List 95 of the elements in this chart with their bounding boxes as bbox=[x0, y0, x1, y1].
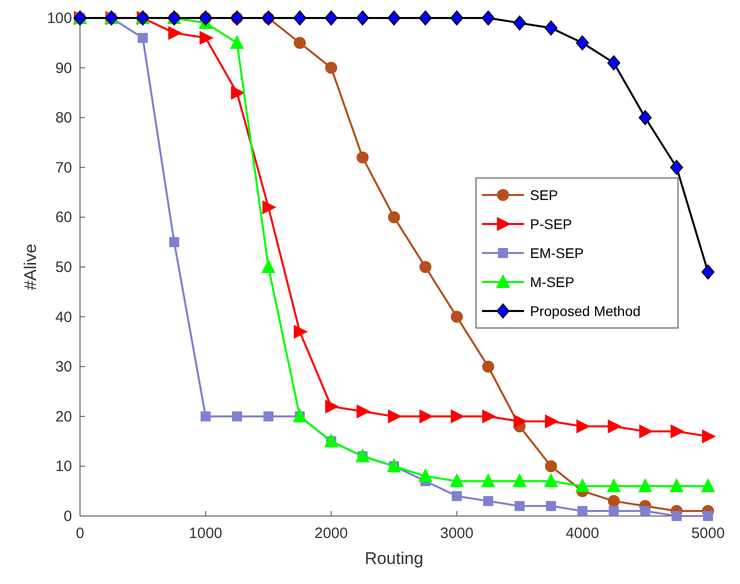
legend-label: P-SEP bbox=[530, 216, 572, 232]
point bbox=[293, 10, 306, 26]
y-tick-label: 90 bbox=[55, 60, 72, 77]
y-tick-label: 50 bbox=[55, 259, 72, 276]
point bbox=[514, 501, 525, 512]
point bbox=[169, 237, 180, 248]
point bbox=[138, 32, 148, 43]
point bbox=[324, 433, 338, 448]
point bbox=[450, 473, 464, 488]
y-axis-title: #Alive bbox=[21, 244, 40, 290]
point bbox=[356, 404, 371, 418]
point bbox=[230, 34, 244, 49]
point bbox=[639, 424, 654, 438]
point bbox=[292, 408, 307, 422]
point bbox=[419, 409, 434, 424]
point bbox=[482, 360, 494, 373]
point bbox=[324, 10, 338, 26]
point bbox=[388, 10, 400, 26]
point bbox=[608, 506, 619, 516]
point bbox=[575, 478, 590, 492]
point bbox=[388, 409, 402, 424]
point bbox=[200, 30, 214, 45]
point bbox=[638, 110, 652, 126]
point bbox=[261, 259, 276, 273]
point bbox=[482, 10, 495, 26]
point bbox=[608, 495, 620, 508]
point bbox=[672, 511, 682, 521]
point bbox=[418, 468, 432, 482]
point bbox=[450, 409, 465, 424]
point bbox=[607, 55, 620, 70]
point bbox=[388, 211, 400, 224]
point bbox=[168, 26, 182, 40]
point bbox=[419, 261, 432, 273]
point bbox=[608, 419, 622, 434]
x-tick-label: 2000 bbox=[314, 525, 348, 542]
point bbox=[450, 310, 463, 323]
x-axis-title: Routing bbox=[364, 549, 424, 568]
y-tick-label: 60 bbox=[55, 209, 72, 226]
y-tick-label: 0 bbox=[64, 508, 72, 525]
point bbox=[546, 501, 556, 512]
point bbox=[638, 478, 652, 492]
point bbox=[576, 419, 590, 434]
point bbox=[481, 473, 496, 488]
legend-label: M-SEP bbox=[530, 274, 574, 290]
point bbox=[545, 460, 557, 472]
point bbox=[545, 414, 559, 428]
point bbox=[701, 478, 715, 492]
point bbox=[670, 160, 684, 175]
point bbox=[418, 10, 432, 26]
point bbox=[513, 15, 526, 30]
point bbox=[670, 478, 684, 492]
point bbox=[356, 448, 370, 462]
x-tick-label: 1000 bbox=[188, 525, 222, 542]
point bbox=[452, 491, 462, 502]
point bbox=[325, 399, 340, 414]
point bbox=[294, 36, 306, 49]
point bbox=[482, 409, 496, 424]
point bbox=[670, 424, 685, 438]
point bbox=[356, 151, 369, 164]
point bbox=[450, 10, 464, 26]
y-tick-label: 10 bbox=[55, 458, 72, 476]
point bbox=[514, 414, 528, 428]
point bbox=[512, 473, 527, 488]
point bbox=[231, 86, 245, 100]
y-tick-label: 30 bbox=[55, 358, 72, 376]
point bbox=[702, 264, 714, 280]
legend-label: Proposed Method bbox=[530, 303, 641, 319]
point bbox=[262, 200, 276, 214]
legend-label: EM-SEP bbox=[530, 245, 584, 261]
x-tick-label: 0 bbox=[76, 525, 84, 542]
point bbox=[702, 429, 716, 444]
point bbox=[294, 324, 308, 339]
y-tick-label: 40 bbox=[55, 308, 72, 326]
point bbox=[606, 478, 621, 492]
point bbox=[544, 20, 558, 36]
point bbox=[325, 62, 338, 74]
point bbox=[703, 511, 713, 521]
x-tick-label: 4000 bbox=[566, 525, 600, 542]
y-tick-label: 100 bbox=[46, 10, 72, 27]
point bbox=[640, 506, 650, 516]
point bbox=[263, 411, 274, 422]
legend-label: SEP bbox=[530, 187, 558, 203]
point bbox=[544, 473, 558, 488]
x-tick-label: 3000 bbox=[440, 525, 474, 542]
y-tick-label: 70 bbox=[55, 159, 72, 176]
point bbox=[483, 496, 494, 506]
point bbox=[576, 35, 589, 50]
y-tick-label: 80 bbox=[55, 110, 72, 127]
x-tick-label: 5000 bbox=[691, 525, 725, 542]
point bbox=[232, 411, 242, 422]
point bbox=[577, 506, 588, 516]
point bbox=[356, 10, 370, 26]
y-tick-label: 20 bbox=[55, 408, 72, 426]
point bbox=[200, 411, 211, 422]
point bbox=[387, 458, 401, 472]
